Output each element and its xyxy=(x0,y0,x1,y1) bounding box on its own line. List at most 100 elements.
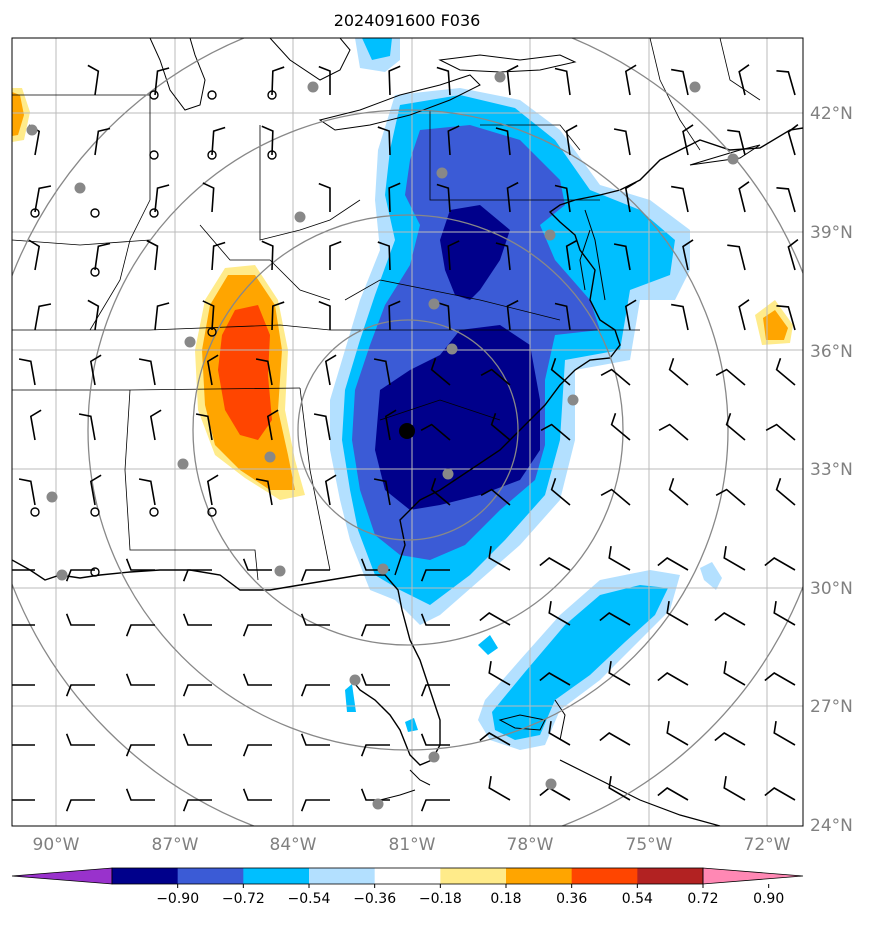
wind-barb xyxy=(657,672,689,686)
colorbar-tick-label: 0.54 xyxy=(622,891,653,907)
wind-barb xyxy=(682,239,694,271)
state-border-10 xyxy=(429,110,600,201)
wind-barb xyxy=(723,546,746,571)
wind-barb xyxy=(12,624,35,626)
contour-small-patch-2 xyxy=(700,562,722,590)
station-dot xyxy=(46,491,58,503)
wind-barb xyxy=(242,558,272,571)
calm-wind-marker xyxy=(267,150,277,160)
latitude-labels: 42°N 39°N 36°N 33°N 30°N 27°N 24°N xyxy=(810,104,853,836)
wind-barb xyxy=(300,684,330,697)
wind-barb xyxy=(18,358,36,386)
colorbar-swatch xyxy=(506,868,573,884)
wind-barb xyxy=(608,776,631,801)
wind-barb xyxy=(89,354,102,386)
wind-barb xyxy=(182,569,212,582)
colorbar-swatch xyxy=(374,868,441,884)
wind-barb xyxy=(773,601,796,626)
wind-barb xyxy=(271,66,285,96)
wind-barb xyxy=(206,474,219,506)
wind-barb xyxy=(776,305,796,331)
wind-barb xyxy=(211,241,226,271)
wind-barb xyxy=(738,299,750,331)
wind-barb xyxy=(539,787,571,801)
center-location-marker xyxy=(399,423,415,439)
wind-barb xyxy=(12,569,35,571)
state-border-15 xyxy=(199,224,331,301)
wind-barb xyxy=(34,303,52,331)
coastlines-and-borders xyxy=(12,38,803,826)
calm-wind-marker xyxy=(207,327,217,337)
wind-barb xyxy=(624,64,637,96)
wind-barb xyxy=(300,569,330,582)
wind-barb xyxy=(765,423,796,441)
lon-label-87: 87°W xyxy=(152,835,199,855)
lake-ontario xyxy=(438,54,577,73)
calm-wind-marker xyxy=(90,507,100,517)
wind-barb xyxy=(657,557,689,571)
lat-label-27: 27°N xyxy=(810,697,853,717)
state-border-6 xyxy=(299,387,331,571)
wind-barb xyxy=(668,357,689,386)
station-dot xyxy=(177,458,189,470)
range-ring-2 xyxy=(192,214,624,646)
wind-barb xyxy=(87,64,100,96)
wind-barb xyxy=(488,661,511,686)
station-dot xyxy=(307,81,319,93)
colorbar-swatch xyxy=(571,868,638,884)
wind-barb xyxy=(430,357,451,386)
colorbar-swatch xyxy=(440,868,507,884)
calm-wind-marker xyxy=(267,90,277,100)
contour-orange-edge-inner xyxy=(12,92,24,136)
wind-barb xyxy=(377,241,391,271)
range-ring-1 xyxy=(297,319,519,541)
wind-barb xyxy=(775,477,796,506)
florida-keys xyxy=(379,769,431,801)
wind-barb xyxy=(565,124,578,156)
wind-barb xyxy=(738,181,750,213)
bahamas-1 xyxy=(498,714,546,731)
station-dot xyxy=(26,124,38,136)
lat-label-39: 39°N xyxy=(810,223,853,243)
wind-barb xyxy=(242,624,272,637)
station-dot xyxy=(442,468,454,480)
wind-barb xyxy=(12,799,35,801)
calm-wind-markers xyxy=(30,90,277,577)
lon-label-72: 72°W xyxy=(744,835,791,855)
wind-barb xyxy=(18,478,36,506)
wind-barb xyxy=(65,799,95,812)
wind-barb xyxy=(125,558,155,571)
gridlines xyxy=(12,38,803,826)
wind-barb xyxy=(146,239,159,271)
wind-barb xyxy=(430,477,451,506)
wind-barb xyxy=(12,744,35,746)
wind-barb xyxy=(420,423,451,441)
wind-barb xyxy=(539,557,571,571)
wind-barbs xyxy=(12,64,799,812)
wind-barb xyxy=(565,239,578,271)
station-dot xyxy=(264,451,276,463)
range-rings xyxy=(12,38,803,826)
wind-barb xyxy=(715,368,746,386)
wind-barb xyxy=(666,721,689,746)
wind-barb xyxy=(373,358,391,386)
wind-barb xyxy=(738,64,750,96)
wind-barb xyxy=(600,488,631,506)
colorbar-tick-label: −0.36 xyxy=(353,891,396,907)
wind-barb xyxy=(12,684,35,686)
wind-barb xyxy=(388,182,401,213)
colorbar-tick-label: 0.36 xyxy=(556,891,587,907)
colorbar-tick-labels: −0.90 −0.72 −0.54 −0.36 −0.18 0.18 0.36 0.54 0.7… xyxy=(156,884,784,907)
state-border-2 xyxy=(89,199,151,331)
station-dot xyxy=(184,336,196,348)
wind-barb xyxy=(65,733,95,746)
wind-barb xyxy=(154,67,170,96)
state-border-14 xyxy=(12,239,151,246)
wind-barb xyxy=(318,300,331,330)
wind-barb xyxy=(506,64,519,96)
station-dot xyxy=(436,167,448,179)
wind-barb xyxy=(261,240,274,271)
calm-wind-marker xyxy=(207,507,217,517)
calm-wind-marker xyxy=(149,90,159,100)
wind-barb xyxy=(89,474,102,506)
